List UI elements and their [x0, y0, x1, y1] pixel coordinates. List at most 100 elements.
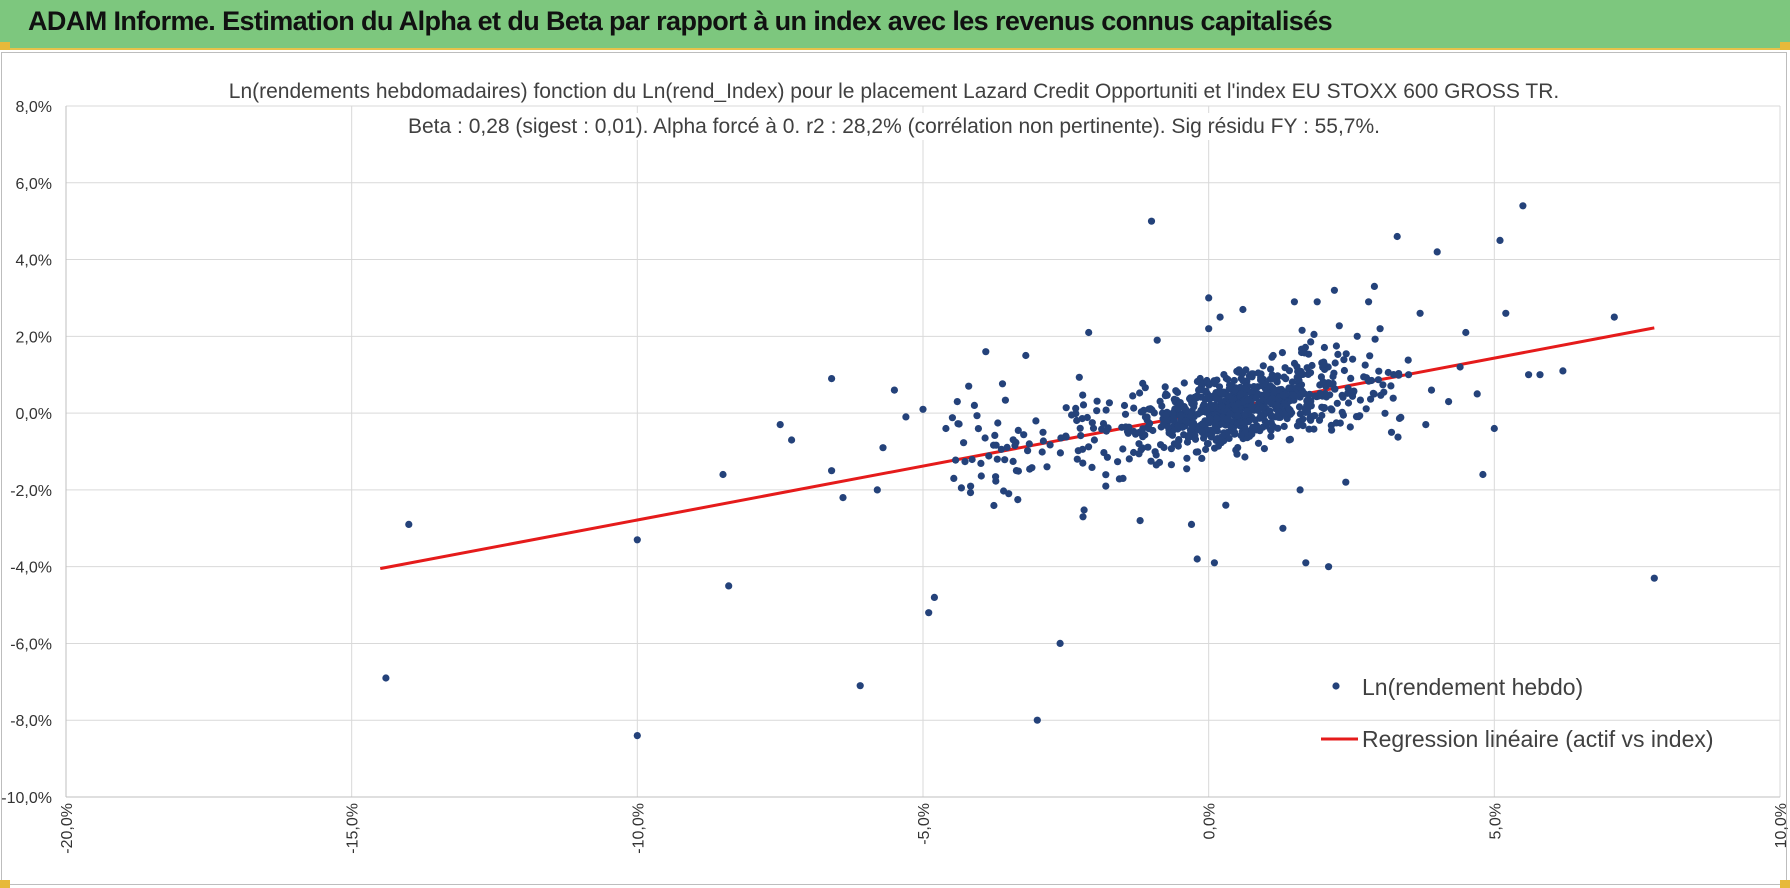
data-point [1130, 427, 1138, 436]
data-point [1274, 372, 1282, 380]
data-point [991, 431, 999, 439]
data-point [1339, 393, 1347, 401]
data-point [1068, 411, 1076, 419]
data-point [1353, 332, 1361, 340]
data-point [1230, 376, 1238, 385]
data-point [977, 472, 985, 480]
data-point [1183, 454, 1191, 462]
data-point [1028, 464, 1036, 472]
data-point [1320, 404, 1328, 412]
data-point [1262, 390, 1270, 398]
data-point [1366, 352, 1374, 360]
data-point [1275, 386, 1283, 394]
data-point [1281, 400, 1289, 408]
data-point [1137, 408, 1145, 416]
data-point [1056, 449, 1064, 457]
data-point [1327, 405, 1335, 413]
data-point [1174, 422, 1182, 430]
data-point [1462, 328, 1470, 337]
data-point [1224, 428, 1232, 436]
data-point [1267, 365, 1275, 373]
data-point [1135, 450, 1143, 458]
data-point [1445, 398, 1453, 406]
data-point [1120, 401, 1129, 410]
data-point [1267, 400, 1276, 408]
data-point [1387, 428, 1396, 436]
data-point [1164, 423, 1172, 431]
data-point [1377, 391, 1385, 399]
data-point [1296, 383, 1304, 391]
data-point [1231, 386, 1239, 394]
data-point [1285, 384, 1293, 392]
data-point [788, 436, 796, 444]
data-point [1650, 574, 1658, 582]
data-point [1224, 375, 1232, 384]
data-point [1210, 559, 1218, 567]
data-point [633, 536, 641, 544]
data-point [1193, 392, 1201, 400]
data-point [1332, 419, 1340, 427]
x-tick-label: -5,0% [916, 803, 933, 845]
data-point [1311, 412, 1319, 420]
data-point [1273, 401, 1281, 409]
data-point [1200, 434, 1208, 442]
data-point [1020, 431, 1028, 439]
data-point [919, 405, 927, 413]
data-point [1405, 371, 1413, 379]
data-point [1144, 443, 1152, 451]
data-point [1022, 351, 1030, 360]
data-point [1130, 448, 1138, 457]
data-point [1062, 404, 1070, 412]
data-point [965, 382, 973, 390]
data-point [993, 455, 1001, 463]
data-point [1519, 202, 1527, 210]
data-point [1362, 405, 1370, 413]
scatter-points [382, 202, 1658, 740]
header-corner-accent-left [0, 42, 10, 50]
data-point [1161, 392, 1169, 400]
data-point [950, 474, 958, 482]
data-point [1202, 445, 1210, 454]
data-point [1316, 389, 1324, 398]
data-point [1190, 400, 1198, 408]
data-point [1290, 298, 1298, 306]
data-point [1089, 424, 1098, 432]
data-point [1046, 441, 1054, 449]
data-point [1299, 422, 1307, 430]
data-point [1038, 448, 1046, 456]
data-point [1310, 425, 1318, 433]
data-point [1496, 236, 1504, 244]
data-point [1339, 411, 1347, 419]
data-point [1237, 390, 1245, 398]
data-point [1202, 387, 1210, 395]
data-point [633, 732, 641, 740]
data-point [1206, 402, 1215, 410]
x-tick-label: 0,0% [1202, 803, 1219, 839]
chart-title: Ln(rendements hebdomadaires) fonction du… [229, 80, 1559, 103]
data-point [1278, 349, 1286, 357]
data-point [1490, 424, 1498, 433]
data-point [1279, 391, 1287, 399]
data-point [1254, 439, 1263, 447]
data-point [1099, 420, 1108, 428]
data-point [1331, 359, 1339, 367]
data-point [1267, 432, 1275, 440]
data-point [1257, 374, 1265, 382]
data-point [1525, 371, 1533, 379]
data-point [1241, 453, 1249, 461]
data-point [1153, 336, 1161, 344]
data-point [1205, 381, 1213, 389]
data-point [1079, 459, 1087, 467]
data-point [1248, 370, 1256, 378]
data-point [1610, 313, 1618, 321]
data-point [1001, 396, 1010, 404]
data-point [967, 482, 975, 490]
grid-lines [66, 105, 1781, 797]
data-point [1310, 330, 1318, 338]
data-point [1196, 386, 1204, 394]
chart-subtitle: Beta : 0,28 (sigest : 0,01). Alpha forcé… [408, 115, 1380, 138]
data-point [982, 348, 990, 356]
data-point [1293, 422, 1302, 430]
data-point [1342, 478, 1350, 486]
y-tick-label: -10,0% [1, 790, 52, 807]
